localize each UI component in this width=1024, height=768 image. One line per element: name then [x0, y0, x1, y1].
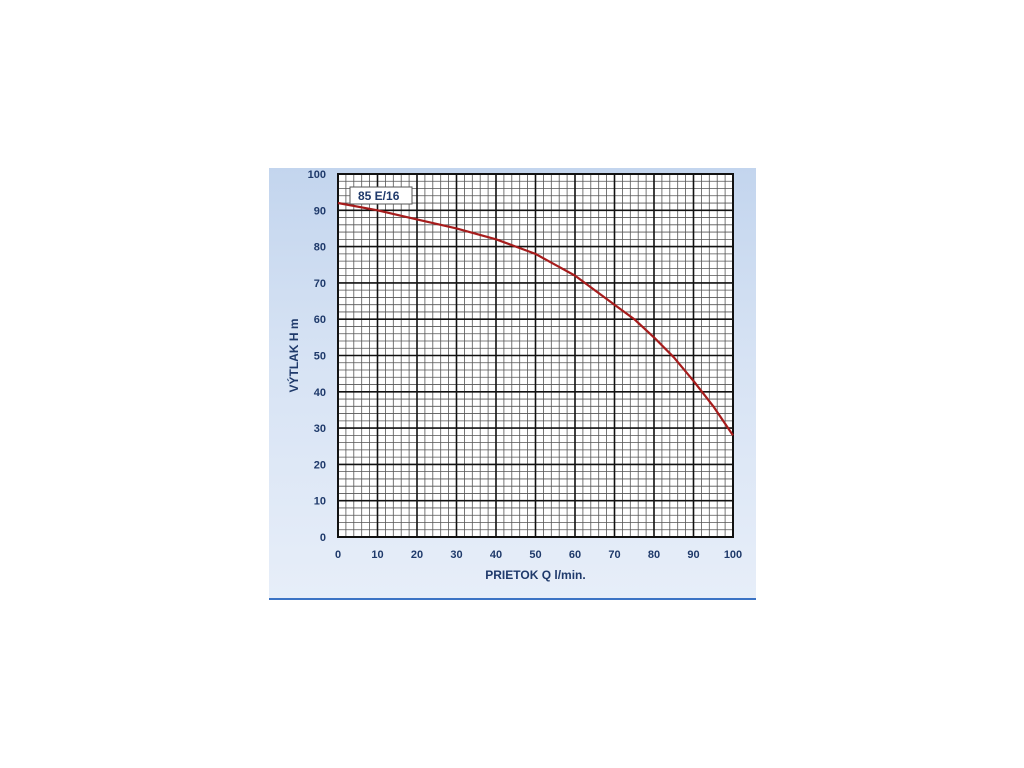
y-tick-label: 30 — [314, 423, 326, 435]
y-tick-label: 100 — [308, 169, 326, 181]
y-tick-label: 40 — [314, 387, 326, 399]
y-tick-label: 20 — [314, 459, 326, 471]
x-axis-ticks: 0 10 20 30 40 50 60 70 80 90 100 — [335, 549, 742, 561]
y-tick-label: 10 — [314, 496, 326, 508]
y-axis-title: VÝTLAK H m — [286, 318, 301, 392]
y-tick-label: 50 — [314, 351, 326, 363]
x-tick-label: 60 — [569, 549, 581, 561]
y-axis-ticks: 0 10 20 30 40 50 60 70 80 90 100 — [308, 169, 326, 544]
x-axis-title: PRIETOK Q l/min. — [485, 568, 585, 582]
x-tick-label: 90 — [687, 549, 699, 561]
legend-label-series-1: 85 E/16 — [358, 189, 400, 203]
x-tick-label: 80 — [648, 549, 660, 561]
x-tick-label: 40 — [490, 549, 502, 561]
y-tick-label: 60 — [314, 314, 326, 326]
major-grid — [337, 173, 734, 538]
y-tick-label: 0 — [320, 532, 326, 544]
x-tick-label: 100 — [724, 549, 742, 561]
legend: 85 E/16 — [349, 186, 413, 205]
series-line — [337, 201, 734, 437]
plot-border — [337, 173, 734, 538]
x-tick-label: 30 — [450, 549, 462, 561]
y-tick-label: 70 — [314, 278, 326, 290]
y-tick-label: 80 — [314, 242, 326, 254]
y-tick-label: 90 — [314, 205, 326, 217]
legend-box — [349, 186, 413, 205]
x-tick-label: 50 — [529, 549, 541, 561]
x-tick-label: 20 — [411, 549, 423, 561]
x-tick-label: 10 — [371, 549, 383, 561]
x-tick-label: 0 — [335, 549, 341, 561]
series-layer — [337, 201, 734, 437]
x-tick-label: 70 — [608, 549, 620, 561]
panel-bottom-rule — [269, 598, 756, 600]
